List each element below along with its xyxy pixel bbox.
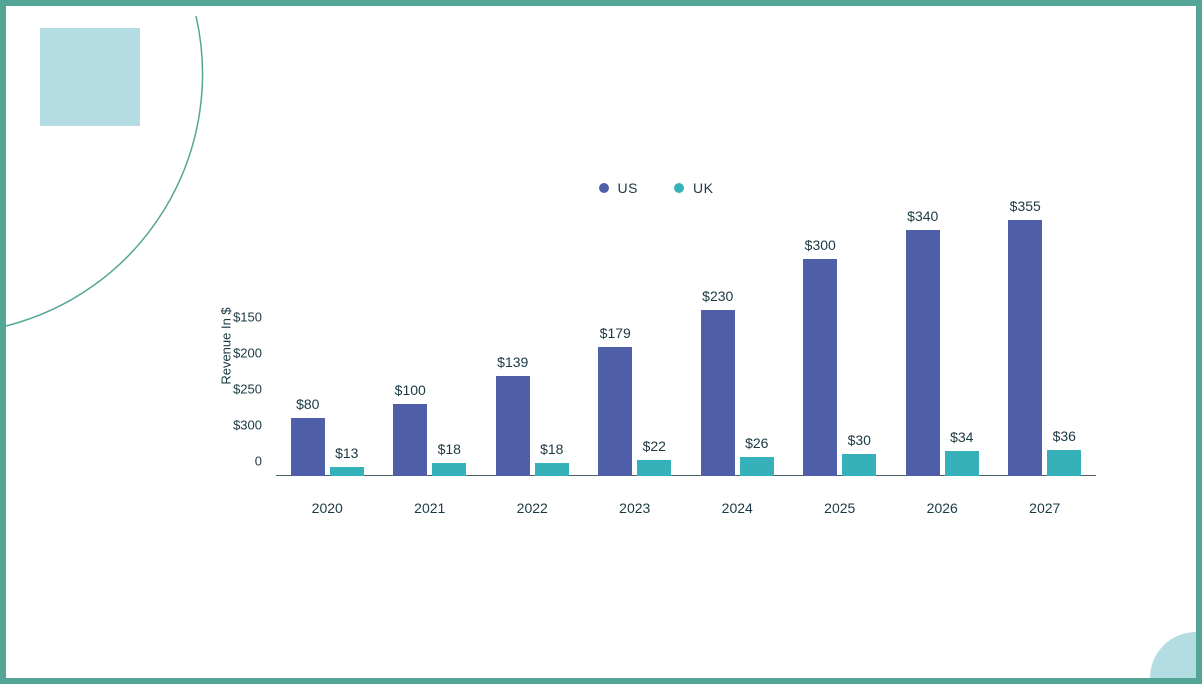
- legend-label-uk: UK: [693, 180, 713, 196]
- bar-group: $230 $26: [694, 310, 780, 476]
- bar-us-rect: [393, 404, 427, 476]
- x-label: 2026: [899, 500, 985, 516]
- bar-uk-label: $18: [540, 441, 563, 457]
- bar-group: $340$34: [899, 230, 985, 476]
- bar-uk-label: $30: [848, 432, 871, 448]
- bar-us-label: $100: [395, 382, 426, 398]
- x-axis-labels: 2020 2021 2022 2023 2024 2025 2026 2027: [276, 500, 1096, 516]
- bar-uk: $18: [535, 463, 569, 476]
- x-label: 2023: [592, 500, 678, 516]
- bar-us: $340: [906, 230, 940, 476]
- bar-us-rect: [1008, 220, 1042, 476]
- bar-uk-rect: [535, 463, 569, 476]
- bar-us-label: $80: [296, 396, 319, 412]
- bar-us: $179: [598, 347, 632, 476]
- bar-uk-label: $26: [745, 435, 768, 451]
- y-tick: $300: [233, 417, 262, 432]
- bar-us: $300: [803, 259, 837, 476]
- bar-uk-rect: [945, 451, 979, 476]
- chart-legend: US UK: [206, 176, 1106, 200]
- bar-uk: $30: [842, 454, 876, 476]
- bar-uk: $18: [432, 463, 466, 476]
- revenue-chart: US UK Revenue In $ $80$13$100$18$139$18$…: [206, 176, 1106, 556]
- bar-us-rect: [701, 310, 735, 476]
- decor-square: [40, 28, 140, 126]
- bar-us-label: $230: [702, 288, 733, 304]
- bar-group: $80 $13: [284, 418, 370, 476]
- x-label: 2025: [797, 500, 883, 516]
- bar-uk-rect: [432, 463, 466, 476]
- legend-item-us: US: [599, 176, 638, 200]
- y-tick: $200: [233, 345, 262, 360]
- bar-us-label: $179: [600, 325, 631, 341]
- y-tick: $150: [233, 309, 262, 324]
- bar-us-rect: [906, 230, 940, 476]
- bar-group: $179 $22: [592, 347, 678, 476]
- bar-us: $80: [291, 418, 325, 476]
- bar-uk-rect: [637, 460, 671, 476]
- bar-us: $100: [393, 404, 427, 476]
- bar-uk-rect: [330, 467, 364, 476]
- bar-group: $300$30: [797, 259, 883, 476]
- bar-us-rect: [496, 376, 530, 476]
- bar-uk-label: $34: [950, 429, 973, 445]
- y-axis-label: Revenue In $: [219, 307, 234, 384]
- bar-us: $355: [1008, 220, 1042, 476]
- bar-uk: $22: [637, 460, 671, 476]
- bar-us: $139: [496, 376, 530, 476]
- legend-dot-uk: [674, 183, 684, 193]
- bar-group: $355$36: [1002, 220, 1088, 476]
- bar-us-label: $139: [497, 354, 528, 370]
- bar-uk: $13: [330, 467, 364, 476]
- slide-frame: US UK Revenue In $ $80$13$100$18$139$18$…: [0, 0, 1202, 684]
- bar-uk-label: $18: [438, 441, 461, 457]
- bar-us-rect: [803, 259, 837, 476]
- chart-plot-area: Revenue In $ $80$13$100$18$139$18$179$22…: [276, 216, 1096, 476]
- x-label: 2022: [489, 500, 575, 516]
- bar-uk-label: $13: [335, 445, 358, 461]
- x-label: 2021: [387, 500, 473, 516]
- bar-groups: $80$13$100$18$139$18$179$22$230$26$300$3…: [276, 216, 1096, 476]
- legend-label-us: US: [618, 180, 638, 196]
- bar-us: $230: [701, 310, 735, 476]
- bar-uk: $34: [945, 451, 979, 476]
- bar-uk-rect: [1047, 450, 1081, 476]
- bar-us-rect: [598, 347, 632, 476]
- y-tick: $250: [233, 381, 262, 396]
- bar-us-label: $300: [805, 237, 836, 253]
- x-label: 2027: [1002, 500, 1088, 516]
- bar-group: $139 $18: [489, 376, 575, 476]
- bar-uk-label: $36: [1053, 428, 1076, 444]
- x-label: 2024: [694, 500, 780, 516]
- bar-uk-rect: [740, 457, 774, 476]
- y-tick: 0: [255, 454, 262, 469]
- bar-uk-rect: [842, 454, 876, 476]
- bar-us-label: $340: [907, 208, 938, 224]
- bar-group: $100 $18: [387, 404, 473, 476]
- bar-uk: $36: [1047, 450, 1081, 476]
- bar-us-label: $355: [1010, 198, 1041, 214]
- bar-uk-label: $22: [643, 438, 666, 454]
- bar-us-rect: [291, 418, 325, 476]
- decor-leaf: [1150, 632, 1196, 678]
- x-label: 2020: [284, 500, 370, 516]
- legend-dot-us: [599, 183, 609, 193]
- bar-uk: $26: [740, 457, 774, 476]
- legend-item-uk: UK: [674, 176, 713, 200]
